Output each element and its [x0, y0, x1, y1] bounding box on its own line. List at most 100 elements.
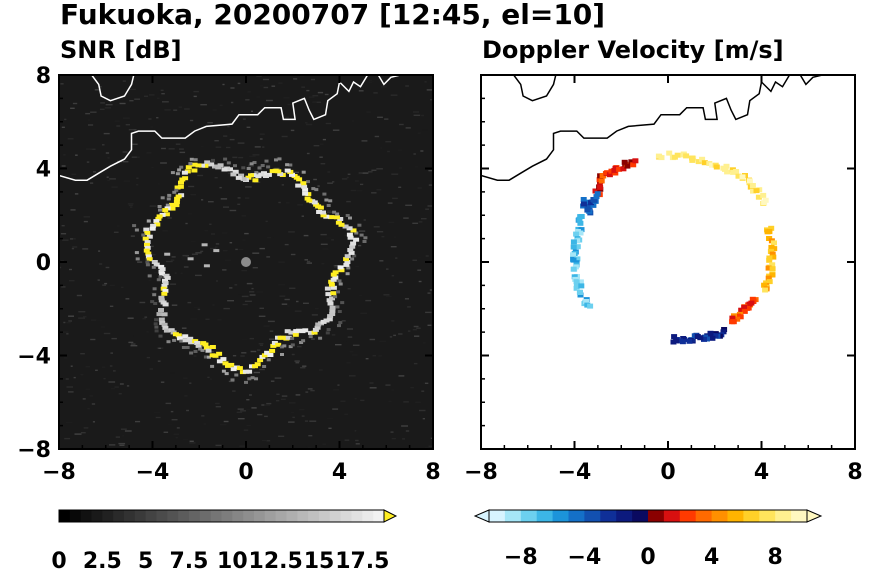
snr-echo-cell	[175, 194, 182, 199]
snr-noise-cell	[181, 327, 187, 329]
snr-echo-cell	[322, 192, 327, 196]
snr-noise-cell	[243, 429, 249, 431]
snr-noise-cell	[327, 182, 333, 184]
snr-echo-cell	[299, 341, 304, 344]
doppler-echo-cell	[768, 244, 775, 250]
snr-noise-cell	[421, 390, 425, 392]
snr-noise-cell	[355, 439, 359, 442]
snr-noise-cell	[229, 287, 233, 289]
snr-echo-cell	[325, 331, 330, 335]
snr-noise-cell	[374, 135, 380, 138]
snr-noise-cell	[333, 389, 340, 391]
doppler-echo-cell	[578, 227, 585, 233]
snr-echo-cell	[162, 288, 169, 293]
snr-colorbar-bin	[189, 510, 201, 522]
snr-noise-cell	[366, 111, 371, 113]
snr-noise-cell	[393, 334, 396, 337]
snr-noise-cell	[304, 420, 309, 422]
snr-noise-cell	[102, 284, 107, 286]
doppler-echo-cell	[677, 338, 683, 344]
snr-echo-cell	[252, 161, 257, 164]
snr-noise-cell	[380, 147, 383, 149]
snr-noise-cell	[190, 318, 198, 320]
snr-noise-cell	[386, 295, 392, 298]
doppler-colorbar-bin	[663, 510, 681, 522]
snr-echo-cell	[150, 300, 155, 304]
snr-noise-cell	[398, 149, 403, 151]
snr-noise-cell	[414, 166, 418, 168]
snr-noise-cell	[391, 275, 395, 277]
snr-noise-cell	[358, 90, 364, 92]
doppler-echo-cell	[612, 170, 619, 176]
snr-noise-cell	[258, 343, 264, 345]
doppler-echo-cell	[741, 304, 748, 310]
snr-echo-cell	[330, 272, 337, 277]
snr-noise-cell	[427, 292, 431, 294]
snr-noise-cell	[135, 420, 141, 423]
snr-noise-cell	[94, 89, 100, 91]
snr-noise-cell	[222, 269, 227, 271]
snr-noise-cell	[313, 145, 320, 147]
doppler-echo-cell	[574, 229, 581, 234]
snr-noise-cell	[227, 125, 230, 128]
snr-noise-cell	[183, 377, 188, 379]
snr-noise-cell	[281, 303, 288, 305]
snr-echo-cell	[169, 206, 176, 211]
snr-noise-cell	[212, 304, 215, 306]
snr-noise-cell	[242, 303, 248, 306]
snr-noise-cell	[280, 398, 286, 400]
snr-noise-cell	[155, 416, 161, 419]
snr-noise-cell	[237, 418, 245, 420]
snr-noise-cell	[259, 85, 264, 87]
snr-colorbar-bin	[91, 510, 103, 522]
snr-noise-cell	[350, 189, 357, 192]
snr-noise-cell	[130, 345, 138, 347]
snr-noise-cell	[242, 239, 246, 241]
snr-noise-cell	[417, 269, 422, 271]
snr-noise-cell	[193, 355, 197, 357]
snr-noise-cell	[325, 237, 332, 239]
snr-noise-cell	[65, 421, 73, 424]
snr-noise-cell	[252, 154, 260, 156]
snr-noise-cell	[344, 439, 350, 441]
doppler-colorbar-bin	[679, 510, 697, 522]
snr-noise-cell	[356, 430, 361, 432]
snr-noise-cell	[420, 150, 424, 152]
snr-noise-cell	[376, 168, 383, 170]
snr-noise-cell	[111, 186, 118, 188]
snr-echo-cell	[158, 334, 163, 338]
snr-noise-cell	[256, 96, 261, 98]
snr-echo-cell	[257, 358, 264, 363]
doppler-x-tick-label: 8	[847, 460, 862, 485]
snr-noise-cell	[328, 427, 332, 429]
snr-noise-cell	[168, 148, 175, 150]
snr-noise-cell	[304, 122, 308, 124]
snr-echo-cell	[162, 281, 169, 286]
snr-noise-cell	[111, 387, 116, 390]
snr-echo-cell	[285, 335, 292, 340]
doppler-echo-cell	[597, 184, 604, 190]
snr-noise-cell	[241, 352, 247, 354]
snr-noise-cell	[297, 345, 302, 348]
snr-noise-cell	[381, 236, 385, 238]
doppler-echo-cell	[587, 303, 594, 309]
snr-noise-cell	[174, 272, 177, 274]
snr-noise-cell	[343, 341, 347, 343]
snr-noise-cell	[185, 222, 188, 225]
snr-noise-cell	[145, 258, 148, 260]
snr-echo-cell	[163, 212, 170, 217]
doppler-echo-cell	[762, 287, 769, 293]
doppler-echo-cell	[599, 173, 606, 178]
snr-echo-cell	[353, 237, 360, 242]
snr-echo-cell	[345, 214, 350, 217]
snr-noise-cell	[119, 444, 125, 446]
doppler-echo-cell	[632, 158, 639, 164]
snr-noise-cell	[165, 260, 173, 263]
doppler-colorbar-bin	[616, 510, 633, 522]
snr-echo-cell	[235, 175, 242, 180]
snr-noise-cell	[223, 206, 229, 208]
snr-noise-cell	[247, 91, 251, 93]
snr-noise-cell	[113, 370, 116, 372]
snr-noise-cell	[61, 225, 65, 227]
snr-echo-cell	[201, 243, 208, 247]
